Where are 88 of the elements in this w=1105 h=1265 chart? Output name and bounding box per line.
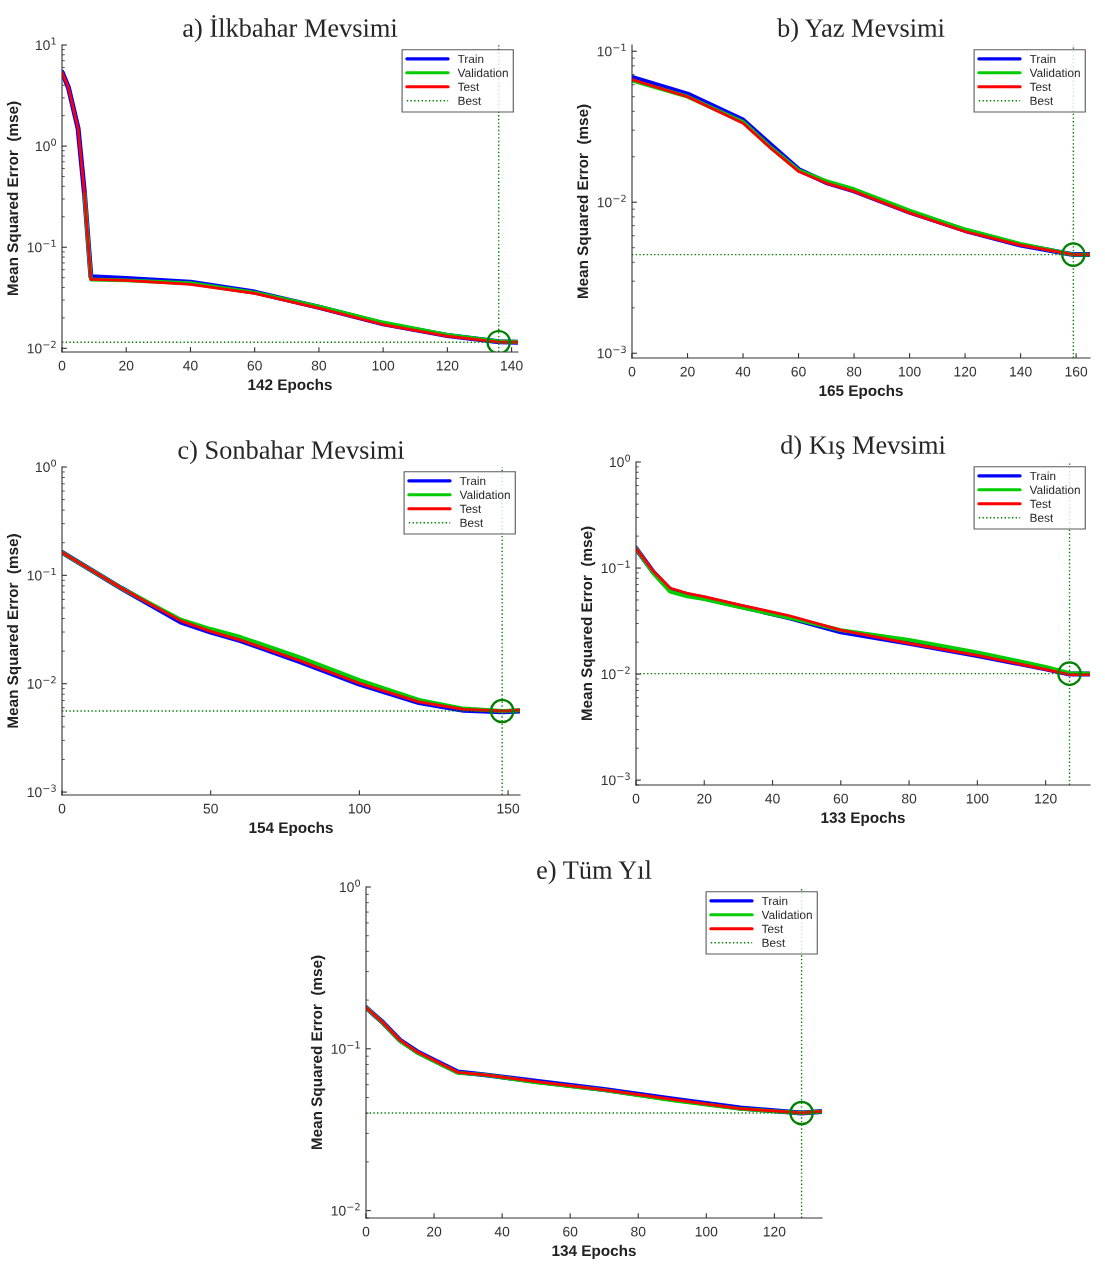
legend-label: Test: [1029, 499, 1052, 509]
x-tick-label: 80: [631, 1226, 646, 1237]
x-tick-label: 120: [1035, 793, 1057, 804]
x-tick-label: 60: [563, 1226, 578, 1237]
legend-label: Validation: [761, 910, 812, 920]
ref-line-label: Best: [1030, 513, 1054, 522]
x-tick-label: 20: [697, 793, 712, 804]
y-axis-title: Mean Squared Error (mse): [310, 955, 326, 1150]
legend-label: Train: [1029, 54, 1056, 64]
chart-title: c) Sonbahar Mevsimi: [178, 440, 405, 465]
legend-label: Test: [761, 924, 784, 934]
ref-line-label: Best: [1030, 96, 1054, 105]
x-tick-label: 60: [247, 360, 262, 371]
x-tick-label: 150: [497, 803, 520, 814]
x-tick-label: 80: [311, 360, 327, 371]
y-tick-label: 10$^{−1}$: [597, 43, 626, 57]
y-tick-label: 10$^{−2}$: [27, 676, 56, 689]
x-tick-label: 120: [763, 1226, 786, 1237]
chart-title: e) Tüm Yıl: [537, 860, 652, 885]
x-tick-label: 50: [203, 803, 218, 814]
x-tick-label: 100: [695, 1226, 718, 1237]
y-tick-label: 10$^{−2}$: [601, 666, 630, 680]
y-tick-label: 10$^{−2}$: [27, 340, 56, 354]
y-tick-label: 10$^{−1}$: [27, 567, 56, 581]
x-axis-title: 134 Epochs: [552, 1244, 636, 1260]
legend-label: Train: [459, 476, 486, 486]
y-axis-title: Mean Squared Error (mse): [576, 104, 592, 299]
x-tick-label: 120: [436, 360, 459, 371]
x-tick-label: 100: [899, 366, 921, 377]
x-tick-label: 0: [628, 366, 636, 377]
x-tick-label: 40: [183, 360, 198, 371]
chart-title: d) Kış Mevsimi: [781, 435, 946, 460]
legend-label: Test: [457, 82, 480, 92]
y-tick-label: 10$^{−1}$: [601, 560, 630, 574]
ref-line-label: Best: [460, 518, 484, 527]
legend-label: Train: [457, 54, 484, 64]
x-axis-title: 165 Epochs: [819, 384, 903, 400]
y-tick-label: 10$^{0}$: [339, 879, 361, 893]
legend-label: Train: [761, 896, 788, 906]
x-tick-label: 80: [846, 366, 862, 377]
x-tick-label: 20: [427, 1226, 442, 1237]
y-tick-label: 10$^{−3}$: [27, 784, 56, 798]
x-tick-label: 0: [632, 793, 640, 804]
x-tick-label: 60: [833, 793, 848, 804]
x-tick-label: 0: [362, 1226, 370, 1237]
x-tick-label: 120: [954, 366, 977, 377]
y-axis-title: Mean Squared Error (mse): [580, 526, 596, 721]
ref-line-label: Best: [762, 938, 786, 947]
y-tick-label: 10$^{−3}$: [601, 772, 630, 786]
x-tick-label: 40: [735, 366, 751, 377]
y-tick-label: 10$^{1}$: [35, 37, 56, 51]
y-tick-label: 10$^{−2}$: [331, 1202, 360, 1216]
y-tick-label: 10$^{−1}$: [27, 239, 56, 253]
x-tick-label: 100: [966, 793, 989, 804]
x-tick-label: 100: [348, 803, 371, 814]
x-axis-title: 133 Epochs: [821, 811, 905, 827]
legend-label: Validation: [1029, 68, 1080, 78]
legend-label: Validation: [1029, 485, 1080, 495]
y-tick-label: 10$^{−2}$: [597, 194, 626, 208]
ref-line-label: Best: [458, 96, 482, 105]
chart-title: b) Yaz Mevsimi: [777, 18, 945, 43]
x-tick-label: 40: [494, 1226, 510, 1237]
x-tick-label: 160: [1065, 366, 1088, 377]
x-tick-label: 20: [680, 366, 695, 377]
chart-title: a) İlkbahar Mevsimi: [183, 14, 398, 43]
x-tick-label: 80: [901, 793, 917, 804]
y-axis-title: Mean Squared Error (mse): [6, 101, 22, 296]
x-tick-label: 140: [501, 360, 523, 371]
y-tick-label: 10$^{0}$: [35, 459, 57, 473]
legend-label: Validation: [459, 490, 510, 500]
x-axis-title: 142 Epochs: [248, 378, 332, 394]
x-tick-label: 60: [791, 366, 806, 377]
legend-label: Test: [1029, 82, 1052, 92]
y-tick-label: 10$^{0}$: [609, 454, 631, 468]
x-axis-title: 154 Epochs: [249, 821, 333, 837]
y-tick-label: 10$^{−1}$: [331, 1041, 360, 1054]
x-tick-label: 0: [58, 803, 66, 814]
x-tick-label: 140: [1010, 366, 1032, 377]
x-tick-label: 100: [372, 360, 395, 371]
y-tick-label: 10$^{−3}$: [597, 345, 626, 359]
y-axis-title: Mean Squared Error (mse): [6, 534, 22, 728]
legend-label: Test: [459, 504, 482, 514]
x-tick-label: 40: [765, 793, 780, 804]
legend-label: Validation: [457, 68, 508, 78]
legend-label: Train: [1029, 471, 1056, 481]
y-tick-label: 10$^{0}$: [35, 138, 57, 152]
x-tick-label: 20: [119, 360, 134, 371]
x-tick-label: 0: [58, 360, 66, 371]
